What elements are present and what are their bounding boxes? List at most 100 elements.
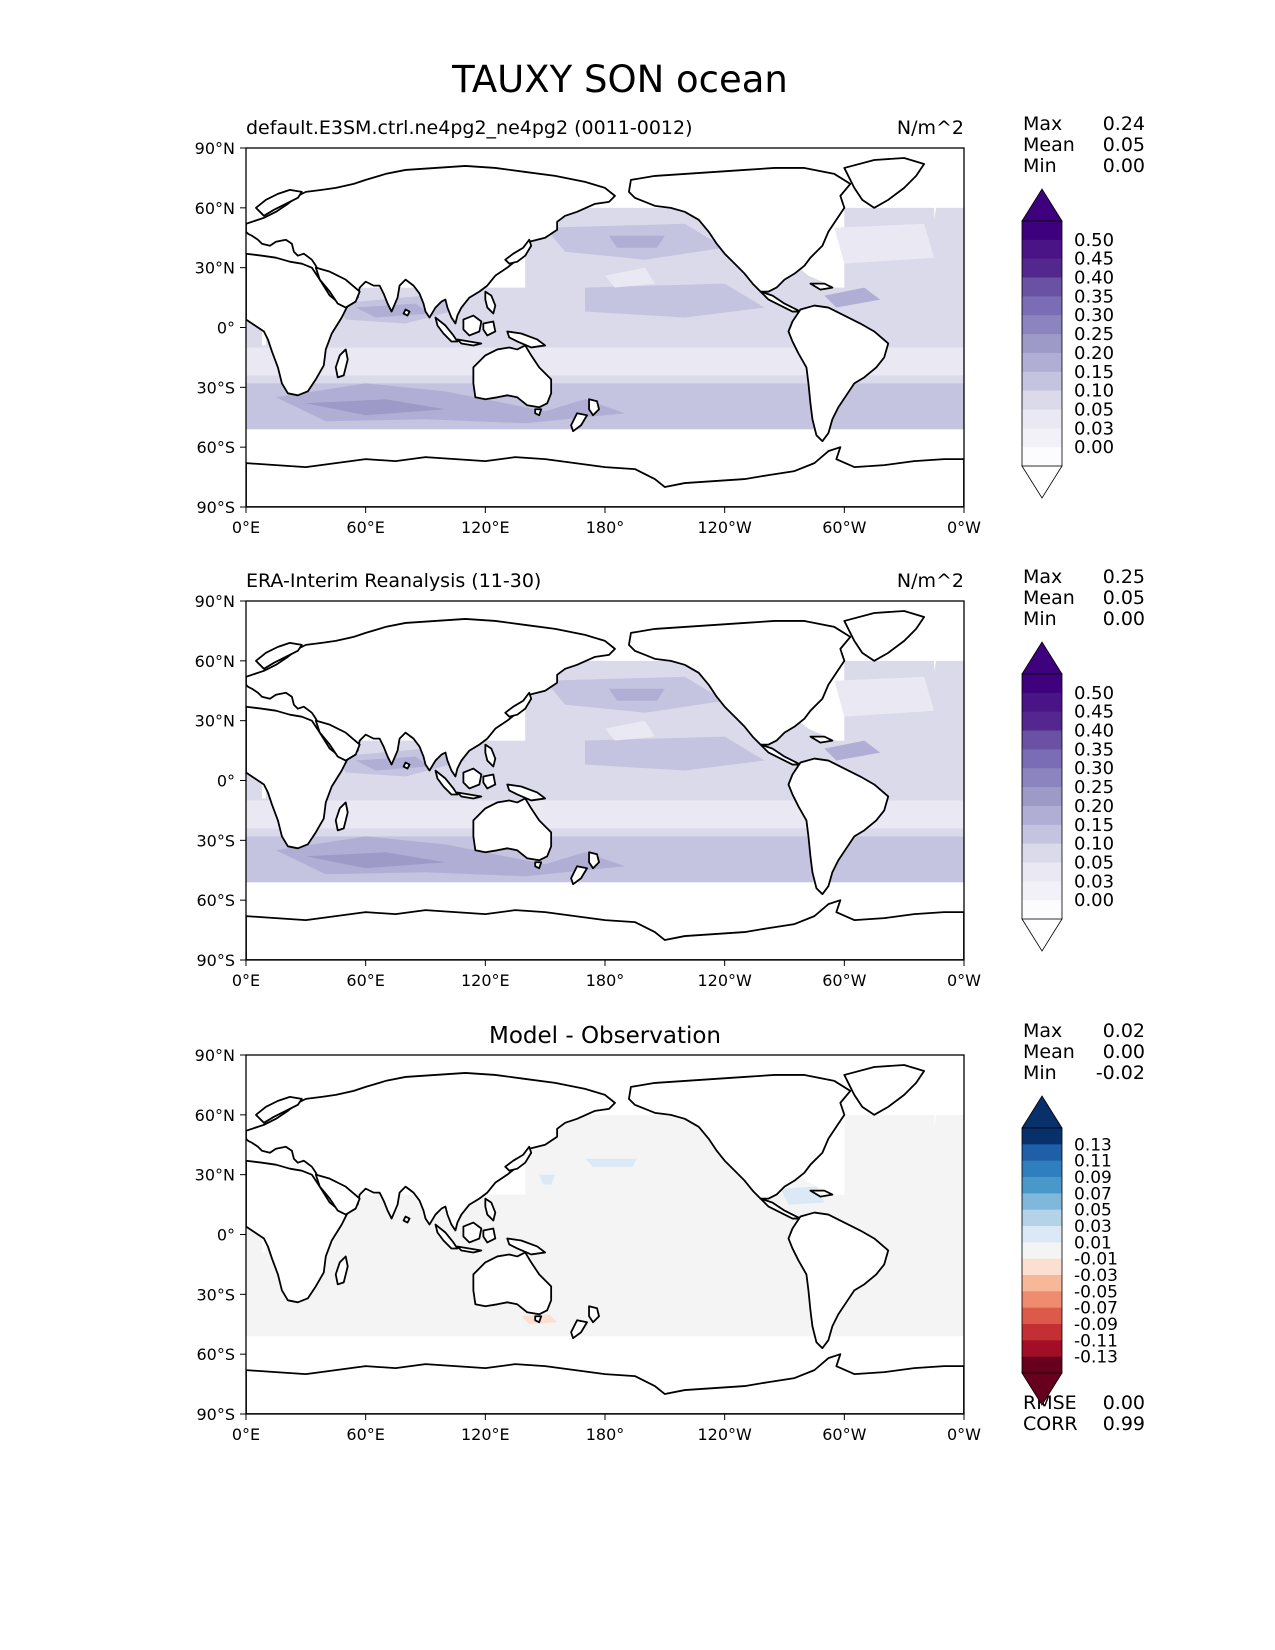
colorbar-swatch <box>1022 1324 1062 1341</box>
colorbar-swatch <box>1022 409 1062 429</box>
panel-title-left: ERA-Interim Reanalysis (11-30) <box>246 570 541 592</box>
colorbar-tick-label: 0.03 <box>1074 418 1114 439</box>
colorbar-tick-label: 0.05 <box>1074 852 1114 873</box>
contour-patch <box>246 800 964 829</box>
lon-tick-label: 180° <box>586 971 625 990</box>
stat-value: 0.00 <box>1103 608 1145 630</box>
colorbar-swatch <box>1022 221 1062 241</box>
colorbar-swatch <box>1022 1307 1062 1325</box>
colorbar-swatch <box>1022 1160 1062 1178</box>
lat-tick-label: 30°S <box>196 378 235 397</box>
colorbar-swatch <box>1022 428 1062 448</box>
contour-patch <box>834 676 935 717</box>
colorbar-extend-top <box>1021 188 1063 222</box>
lat-tick-label: 30°N <box>195 259 235 278</box>
colorbar-tick-label: 0.05 <box>1074 1201 1112 1221</box>
colorbar-extend-top <box>1021 641 1063 675</box>
lat-tick-label: 30°S <box>196 831 235 850</box>
lat-tick-label: 60°S <box>196 891 235 910</box>
stat-label: CORR <box>1023 1413 1078 1435</box>
lon-tick-label: 0°W <box>947 971 981 990</box>
colorbar-swatch <box>1022 900 1062 920</box>
map-area <box>246 1055 964 1414</box>
stat-value: 0.99 <box>1103 1413 1145 1435</box>
lat-tick-label: 60°N <box>195 652 235 671</box>
lon-tick-label: 60°W <box>822 518 866 537</box>
colorbar-swatch <box>1022 1128 1062 1145</box>
stat-label: Min <box>1023 1062 1057 1084</box>
colorbar-tick-label: -0.11 <box>1074 1331 1118 1351</box>
panel-units: N/m^2 <box>897 570 964 592</box>
colorbar-swatch <box>1022 390 1062 410</box>
colorbar-tick-label: 0.25 <box>1074 777 1114 798</box>
colorbar-swatch <box>1022 447 1062 467</box>
lat-tick-label: 60°S <box>196 1345 235 1364</box>
contour-patch <box>246 347 964 376</box>
colorbar-tick-label: 0.03 <box>1074 871 1114 892</box>
stat-value: 0.25 <box>1103 566 1145 588</box>
lon-tick-label: 120°W <box>697 518 752 537</box>
lon-tick-label: 120°E <box>461 1425 510 1444</box>
contour-patch <box>305 852 446 869</box>
colorbar-extend-top <box>1021 1095 1063 1129</box>
colorbar-tick-label: 0.05 <box>1074 399 1114 420</box>
colorbar-tick-label: 0.10 <box>1074 381 1114 402</box>
figure-title: TAUXY SON ocean <box>451 58 788 101</box>
colorbar-swatch <box>1022 258 1062 278</box>
lat-tick-label: 30°N <box>195 1166 235 1185</box>
colorbar-swatch <box>1022 1193 1062 1211</box>
colorbar-tick-label: 0.45 <box>1074 702 1114 723</box>
colorbar-tick-label: 0.35 <box>1074 739 1114 760</box>
colorbar-swatch <box>1022 674 1062 694</box>
stat-value: 0.05 <box>1103 587 1145 609</box>
colorbar-swatch <box>1022 749 1062 769</box>
colorbar-swatch <box>1022 824 1062 845</box>
colorbar-swatch <box>1022 805 1062 826</box>
colorbar-tick-label: 0.07 <box>1074 1184 1112 1204</box>
colorbar-swatch <box>1022 239 1062 260</box>
colorbar-tick-label: 0.30 <box>1074 758 1114 779</box>
panel-units: N/m^2 <box>897 117 964 139</box>
lon-tick-label: 60°E <box>346 518 384 537</box>
colorbar-swatch <box>1022 768 1062 788</box>
colorbar-swatch <box>1022 1356 1062 1374</box>
stat-value: 0.00 <box>1103 1041 1145 1063</box>
colorbar-tick-label: 0.50 <box>1074 683 1114 704</box>
colorbar: 0.130.110.090.070.050.030.01-0.01-0.03-0… <box>1021 1095 1118 1406</box>
stat-label: RMSE <box>1023 1392 1077 1414</box>
colorbar-tick-label: 0.20 <box>1074 343 1114 364</box>
colorbar-tick-label: 0.50 <box>1074 230 1114 251</box>
colorbar-tick-label: -0.03 <box>1074 1266 1118 1286</box>
colorbar-swatch <box>1022 1258 1062 1276</box>
colorbar: 0.500.450.400.350.300.250.200.150.100.05… <box>1021 641 1114 952</box>
colorbar-tick-label: 0.35 <box>1074 286 1114 307</box>
colorbar-tick-label: 0.25 <box>1074 324 1114 345</box>
contour-patch <box>834 223 935 264</box>
lat-tick-label: 0° <box>217 319 235 338</box>
colorbar-tick-label: -0.01 <box>1074 1250 1118 1270</box>
lon-tick-label: 0°E <box>232 518 260 537</box>
colorbar-tick-label: 0.00 <box>1074 437 1114 458</box>
panel-title-center: Model - Observation <box>489 1023 721 1049</box>
colorbar-swatch <box>1022 730 1062 750</box>
colorbar-tick-label: 0.00 <box>1074 890 1114 911</box>
lat-tick-label: 0° <box>217 1226 235 1245</box>
colorbar-tick-label: 0.40 <box>1074 268 1114 289</box>
stat-value: -0.02 <box>1096 1062 1145 1084</box>
lon-tick-label: 120°W <box>697 1425 752 1444</box>
stat-label: Max <box>1023 113 1062 135</box>
stat-label: Mean <box>1023 1041 1075 1063</box>
colorbar-swatch <box>1022 277 1062 297</box>
colorbar-tick-label: 0.03 <box>1074 1217 1112 1237</box>
lat-tick-label: 60°N <box>195 199 235 218</box>
lat-tick-label: 90°N <box>195 592 235 611</box>
lon-tick-label: 60°W <box>822 971 866 990</box>
lat-tick-label: 30°N <box>195 712 235 731</box>
lon-tick-label: 180° <box>586 518 625 537</box>
lon-tick-label: 60°W <box>822 1425 866 1444</box>
colorbar-extend-bottom <box>1021 465 1063 499</box>
colorbar-swatch <box>1022 1275 1062 1292</box>
contour-patch <box>824 287 881 308</box>
lat-tick-label: 0° <box>217 772 235 791</box>
